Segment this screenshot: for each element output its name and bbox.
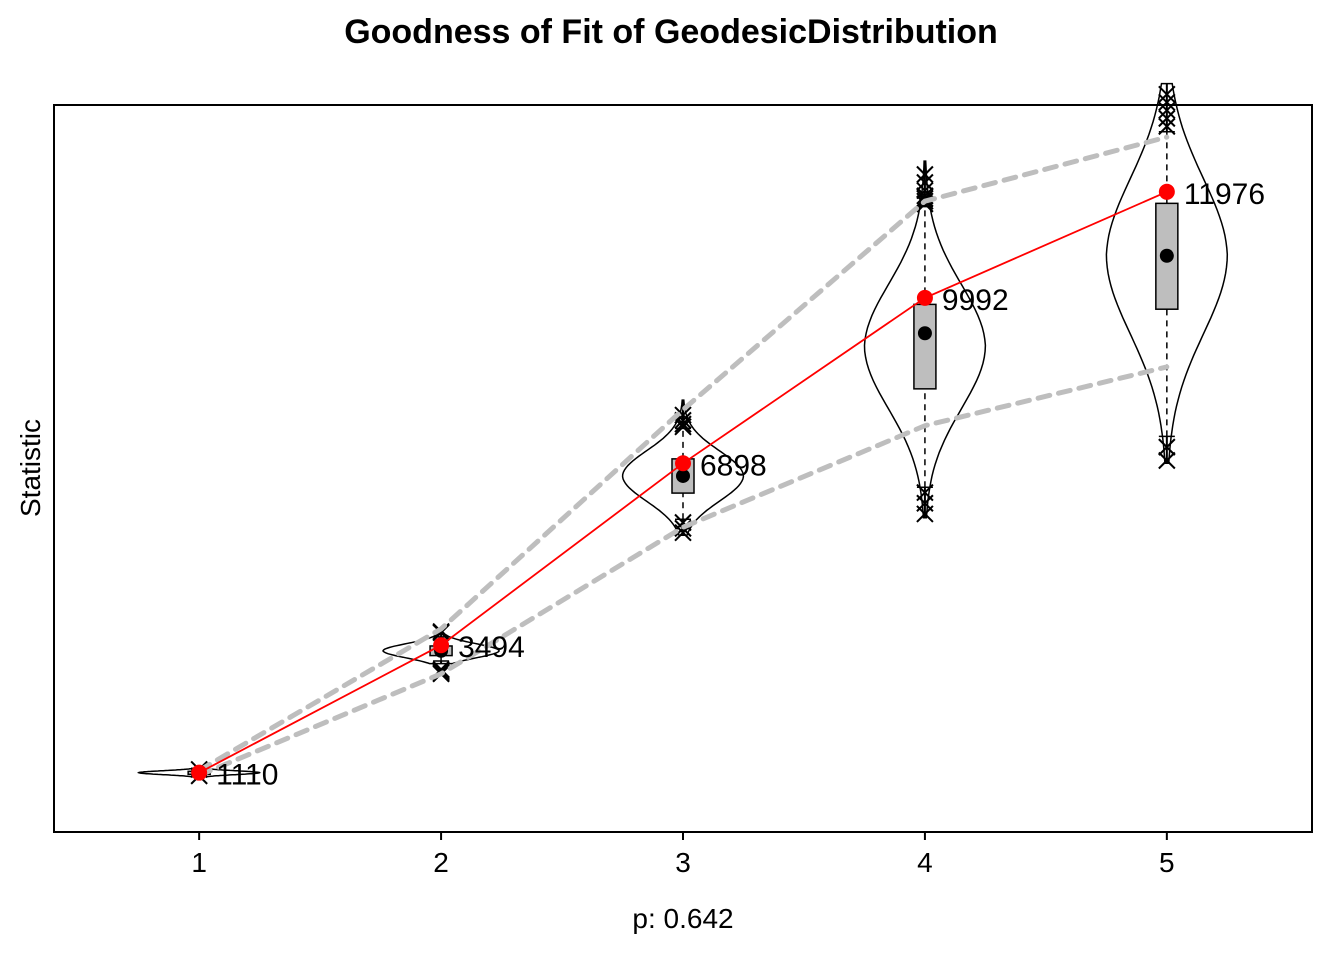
observed-point	[191, 764, 208, 781]
outlier-point	[1158, 117, 1176, 136]
outlier-point	[674, 415, 692, 433]
outlier-point	[916, 505, 934, 523]
median-point	[676, 468, 690, 483]
outlier-point	[1158, 85, 1176, 104]
outlier-point	[1158, 93, 1176, 112]
outlier-point	[1158, 451, 1176, 470]
outlier-point	[916, 165, 934, 184]
median-point	[1159, 248, 1174, 263]
observed-point	[433, 637, 450, 654]
outlier-point	[1158, 109, 1176, 128]
observed-point	[1158, 183, 1175, 200]
x-tick-label: 4	[917, 847, 933, 878]
y-axis-label: Statistic	[15, 419, 46, 517]
envelope-lower	[196, 364, 1170, 778]
outlier-point	[1158, 438, 1176, 456]
x-axis-label: p: 0.642	[632, 903, 733, 934]
observed-value-label: 6898	[700, 449, 767, 482]
observed-value-label: 9992	[942, 284, 1009, 317]
outlier-point	[916, 181, 934, 200]
envelope-upper	[196, 134, 1170, 773]
median-point	[917, 326, 932, 341]
outlier-point	[1158, 101, 1176, 120]
box-x4	[913, 303, 937, 390]
observed-value-label: 1110	[216, 759, 278, 792]
outlier-point	[674, 406, 692, 424]
violin-x4	[863, 160, 987, 519]
plot-marks: 1110 3494 6898 9992 11976	[137, 82, 1265, 792]
observed-value-label: 3494	[458, 631, 525, 664]
observed-value-label: 11976	[1184, 178, 1265, 211]
outlier-point	[916, 173, 934, 192]
violin-x5	[1105, 82, 1229, 464]
x-tick-label: 5	[1159, 847, 1175, 878]
observed-point	[675, 455, 691, 472]
x-tick-label: 1	[191, 847, 207, 878]
chart-title: Goodness of Fit of GeodesicDistribution	[344, 13, 998, 51]
observed-point	[916, 289, 933, 306]
outlier-point	[916, 189, 934, 208]
x-tick-label: 3	[675, 847, 691, 878]
x-tick-label: 2	[433, 847, 449, 878]
x-axis: 1 2 3 4 5	[191, 832, 1175, 878]
